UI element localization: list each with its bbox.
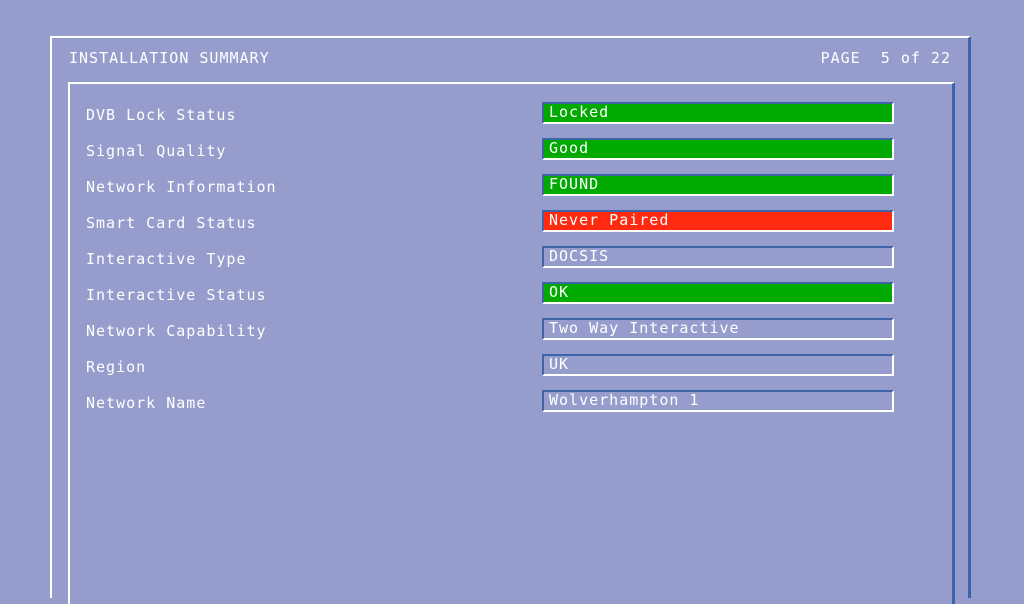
status-label: Network Information	[86, 178, 277, 196]
status-label: Interactive Status	[86, 286, 267, 304]
status-label: Region	[86, 358, 147, 376]
status-row: Network Name Wolverhampton 1	[70, 372, 952, 412]
status-row: Interactive Type DOCSIS	[70, 228, 952, 268]
page-title: INSTALLATION SUMMARY	[69, 49, 270, 67]
status-row: Signal Quality Good	[70, 120, 952, 160]
status-label: Signal Quality	[86, 142, 227, 160]
status-row: Smart Card Status Never Paired	[70, 192, 952, 232]
status-value: Wolverhampton 1	[542, 390, 894, 412]
status-value: UK	[542, 354, 894, 376]
status-value: DOCSIS	[542, 246, 894, 268]
status-row: Interactive Status OK	[70, 264, 952, 304]
status-label: Network Name	[86, 394, 207, 412]
status-row: Region UK	[70, 336, 952, 376]
page-indicator: PAGE 5 of 22	[820, 49, 951, 67]
status-label: Network Capability	[86, 322, 267, 340]
status-value: Two Way Interactive	[542, 318, 894, 340]
status-row: DVB Lock Status Locked	[70, 84, 952, 124]
status-row: Network Information FOUND	[70, 156, 952, 196]
summary-panel: INSTALLATION SUMMARY PAGE 5 of 22 DVB Lo…	[50, 36, 971, 604]
status-value: Never Paired	[542, 210, 894, 232]
status-value: OK	[542, 282, 894, 304]
status-label: Smart Card Status	[86, 214, 257, 232]
status-value: Good	[542, 138, 894, 160]
status-list: DVB Lock Status Locked Signal Quality Good N…	[68, 82, 955, 604]
status-value: FOUND	[542, 174, 894, 196]
status-row: Network Capability Two Way Interactive	[70, 300, 952, 340]
status-value: Locked	[542, 102, 894, 124]
status-label: DVB Lock Status	[86, 106, 237, 124]
status-label: Interactive Type	[86, 250, 247, 268]
